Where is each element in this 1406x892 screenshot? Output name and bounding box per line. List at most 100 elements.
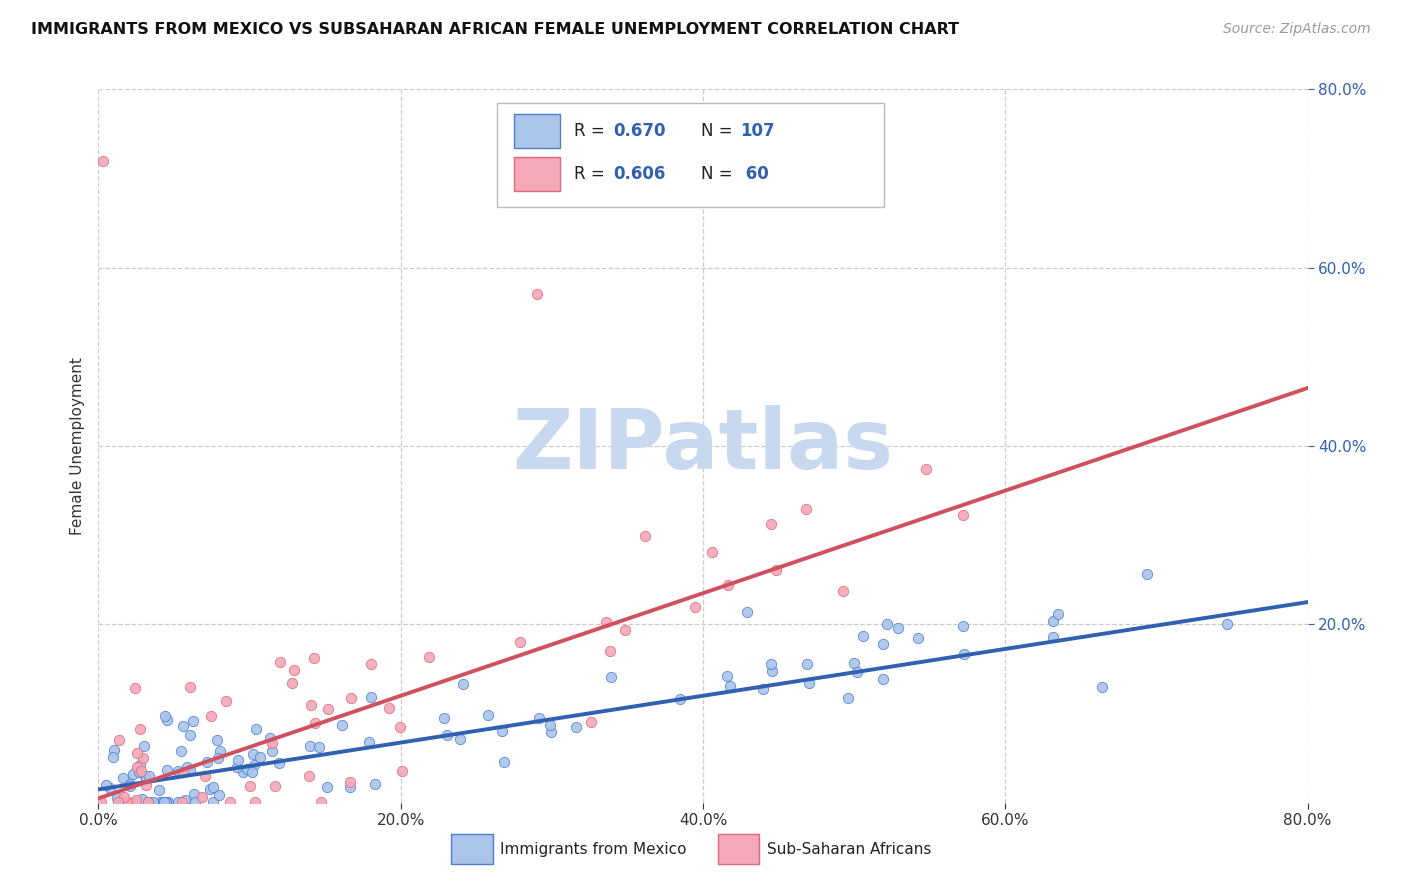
Point (176, 760, 198, 774)
Point (761, 664, 783, 678)
Point (226, 753, 249, 767)
Point (391, 764, 413, 778)
Point (179, 681, 201, 695)
Point (953, 648, 976, 662)
Point (737, 605, 759, 619)
Point (239, 779, 262, 793)
Point (207, 750, 229, 764)
Point (540, 725, 562, 739)
Point (259, 731, 281, 745)
FancyBboxPatch shape (498, 103, 884, 207)
Point (124, 793, 146, 807)
Point (184, 795, 207, 809)
Point (1042, 614, 1064, 628)
Point (245, 722, 267, 736)
Point (105, 790, 128, 805)
Point (90, 795, 112, 809)
Point (152, 795, 174, 809)
Point (135, 778, 157, 792)
Point (309, 795, 332, 809)
Point (156, 713, 179, 727)
Point (179, 764, 201, 778)
Point (716, 669, 738, 683)
Point (477, 708, 499, 723)
FancyBboxPatch shape (515, 114, 561, 148)
Text: ZIPatlas: ZIPatlas (513, 406, 893, 486)
Point (201, 780, 224, 795)
Point (202, 795, 225, 809)
Point (1216, 616, 1239, 631)
Point (112, 790, 135, 805)
Point (129, 764, 152, 778)
Point (299, 698, 322, 713)
Point (181, 714, 204, 728)
Point (418, 649, 440, 664)
Point (138, 795, 160, 809)
Point (1042, 630, 1064, 644)
Point (702, 545, 724, 559)
Text: 0.606: 0.606 (613, 165, 666, 183)
Y-axis label: Female Unemployment: Female Unemployment (69, 357, 84, 535)
Point (198, 782, 221, 797)
FancyBboxPatch shape (451, 834, 492, 864)
Point (195, 755, 218, 769)
Point (194, 769, 217, 783)
Point (136, 795, 159, 809)
Point (876, 617, 898, 632)
Point (264, 779, 287, 793)
Point (131, 791, 153, 805)
Point (127, 760, 149, 774)
Point (166, 795, 188, 809)
Point (872, 637, 894, 651)
Point (509, 635, 531, 649)
Point (852, 629, 875, 643)
Point (765, 563, 787, 577)
Point (153, 709, 176, 723)
Point (127, 746, 149, 760)
Point (170, 795, 193, 809)
Point (308, 740, 330, 755)
Point (205, 733, 228, 747)
Point (363, 777, 385, 791)
Point (529, 711, 551, 725)
Point (330, 718, 353, 732)
Text: 0.670: 0.670 (613, 122, 666, 140)
Point (298, 769, 321, 783)
Point (433, 710, 456, 724)
Point (316, 702, 339, 716)
Point (118, 777, 141, 791)
Point (236, 762, 259, 776)
Point (831, 584, 853, 599)
Point (952, 619, 974, 633)
Point (304, 716, 326, 731)
Point (872, 672, 894, 686)
Point (124, 681, 146, 695)
Point (94, 778, 117, 792)
Point (129, 722, 152, 736)
Point (135, 772, 157, 787)
Point (170, 744, 193, 758)
Text: R =: R = (574, 122, 610, 140)
Point (122, 767, 145, 781)
Point (436, 728, 458, 742)
Point (359, 735, 381, 749)
Point (453, 677, 475, 691)
Point (209, 744, 232, 758)
Point (491, 724, 513, 739)
Point (260, 736, 283, 750)
Text: 60: 60 (741, 165, 769, 183)
Point (378, 700, 401, 714)
Point (243, 795, 266, 809)
Point (599, 670, 621, 684)
Point (183, 787, 205, 801)
Point (302, 651, 325, 665)
Point (149, 795, 172, 809)
Point (157, 795, 180, 809)
Point (172, 718, 194, 732)
Point (155, 795, 177, 809)
Point (717, 578, 740, 592)
Point (595, 615, 617, 629)
Point (907, 631, 929, 645)
Text: R =: R = (574, 165, 610, 183)
Text: IMMIGRANTS FROM MEXICO VS SUBSAHARAN AFRICAN FEMALE UNEMPLOYMENT CORRELATION CHA: IMMIGRANTS FROM MEXICO VS SUBSAHARAN AFR… (31, 22, 959, 37)
